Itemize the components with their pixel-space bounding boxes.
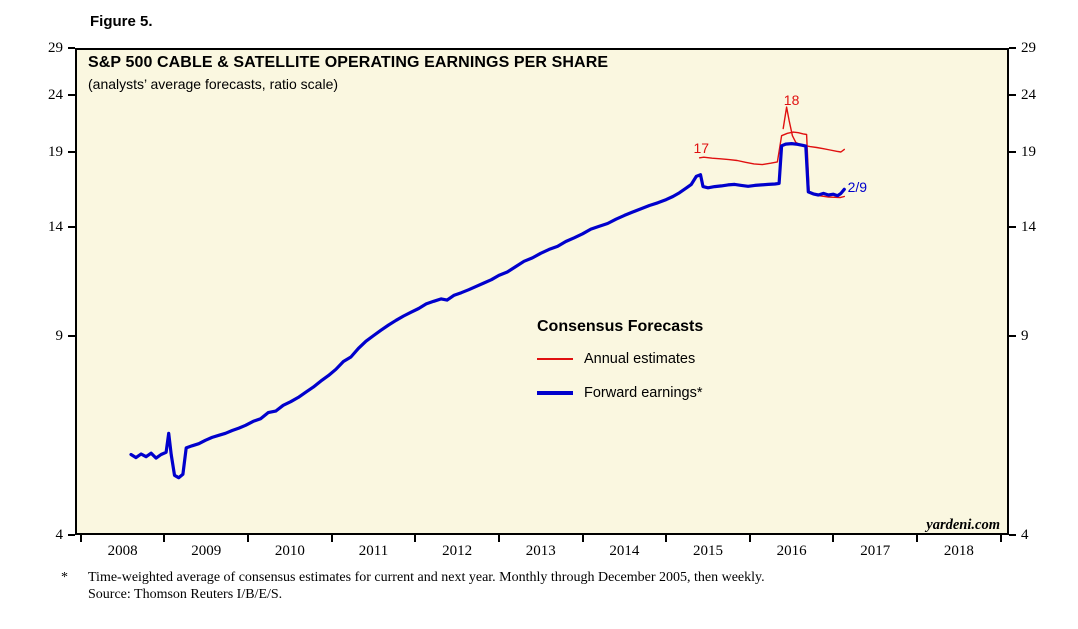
x-axis-label: 2010	[274, 543, 305, 559]
x-tick	[581, 535, 584, 542]
chart-plot-area: S&P 500 CABLE & SATELLITE OPERATING EARN…	[75, 48, 1009, 535]
y-axis-label-left: 9	[55, 327, 64, 344]
x-axis-label: 2011	[358, 543, 389, 559]
x-tick	[163, 535, 166, 542]
x-axis-label: 2013	[525, 543, 556, 559]
x-tick	[665, 535, 668, 542]
footnote-text: Time-weighted average of consensus estim…	[88, 569, 765, 603]
y-axis-label-right: 14	[1021, 219, 1036, 236]
x-tick	[414, 535, 417, 542]
line-annual-estimates-2017	[698, 131, 845, 199]
y-axis-label-left: 29	[48, 40, 63, 56]
chart-subtitle: (analysts’ average forecasts, ratio scal…	[88, 76, 339, 92]
x-axis-label: 2009	[191, 543, 222, 559]
x-tick	[999, 535, 1002, 542]
y-axis-label-right: 19	[1021, 143, 1036, 160]
y-tick-right	[1009, 334, 1016, 337]
footnote-line1: Time-weighted average of consensus estim…	[88, 570, 765, 585]
x-tick	[916, 535, 919, 542]
y-axis-label-left: 24	[48, 86, 63, 103]
x-axis-label: 2018	[943, 543, 974, 559]
y-tick-right	[1009, 534, 1016, 536]
y-tick-right	[1009, 93, 1016, 96]
annotation-2-9: 2/9	[847, 178, 868, 195]
y-tick-right	[1009, 226, 1016, 229]
x-tick	[330, 535, 333, 542]
legend-item-annual-estimates: Annual estimates	[537, 348, 703, 370]
x-axis-label: 2008	[107, 543, 138, 559]
y-tick-left	[68, 534, 75, 536]
figure-label: Figure 5.	[90, 13, 153, 30]
legend-title: Consensus Forecasts	[537, 318, 704, 335]
x-axis-label: 2012	[442, 543, 473, 559]
y-axis-label-left: 14	[48, 219, 63, 236]
x-axis-label: 2014	[609, 543, 640, 559]
line-forward-earnings	[129, 141, 846, 480]
y-tick-left	[68, 226, 75, 229]
y-axis-label-right: 29	[1021, 40, 1036, 56]
y-axis-label-right: 24	[1021, 86, 1036, 103]
x-tick	[79, 535, 82, 542]
annotation-18: 18	[783, 91, 800, 108]
y-tick-left	[68, 334, 75, 337]
footnote-line2: Source: Thomson Reuters I/B/E/S.	[88, 587, 283, 602]
chart-title: S&P 500 CABLE & SATELLITE OPERATING EARN…	[88, 54, 609, 71]
y-axis-label-left: 4	[55, 527, 64, 543]
forward-earnings-line-swatch	[537, 390, 573, 396]
y-tick-left	[68, 93, 75, 96]
x-tick	[247, 535, 250, 542]
x-tick	[832, 535, 835, 542]
annual-estimates-line-swatch	[537, 358, 573, 360]
y-axis-label-right: 4	[1021, 527, 1029, 543]
y-tick-left	[68, 150, 75, 153]
y-axis-label-left: 19	[48, 143, 63, 160]
y-tick-right	[1009, 150, 1016, 153]
annotation-17: 17	[693, 140, 710, 157]
y-tick-left	[68, 47, 75, 49]
footnote: * Time-weighted average of consensus est…	[61, 569, 765, 603]
footnote-marker: *	[61, 570, 68, 585]
x-tick	[748, 535, 751, 542]
y-tick-right	[1009, 47, 1016, 49]
x-axis-label: 2015	[692, 543, 723, 559]
x-tick	[497, 535, 500, 542]
chart-canvas	[129, 106, 846, 480]
line-annual-estimates-2018	[782, 106, 845, 153]
x-axis-label: 2016	[776, 543, 807, 559]
legend: Consensus Forecasts Annual estimates For…	[537, 318, 703, 416]
watermark-yardeni: yardeni.com	[926, 517, 1000, 533]
y-axis-label-right: 9	[1021, 327, 1029, 344]
legend-item-label: Forward earnings*	[584, 385, 703, 401]
legend-item-label: Annual estimates	[584, 351, 696, 367]
legend-item-forward-earnings: Forward earnings*	[537, 382, 703, 404]
x-axis-label: 2017	[860, 543, 891, 559]
